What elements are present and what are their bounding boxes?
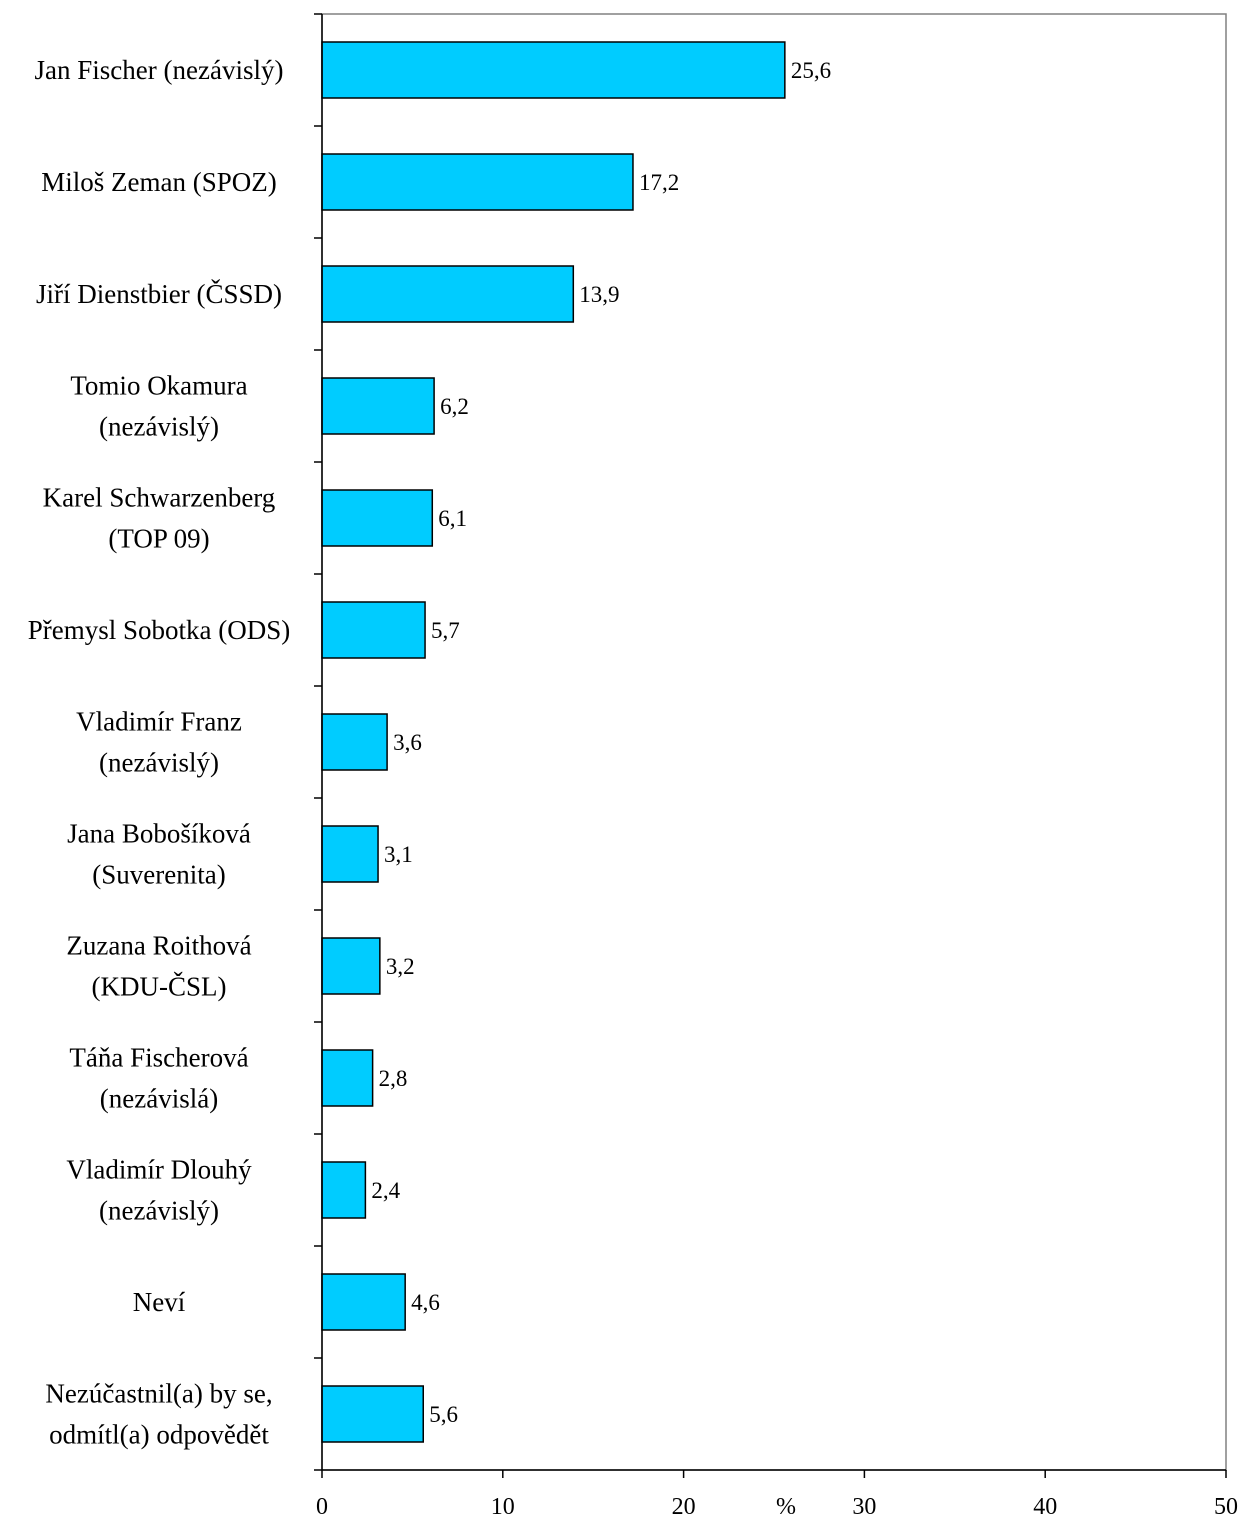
category-label: Neví xyxy=(133,1287,186,1317)
category-label-line: Přemysl Sobotka (ODS) xyxy=(28,615,291,645)
category-label-line: (TOP 09) xyxy=(108,524,209,554)
category-label: Jan Fischer (nezávislý) xyxy=(35,55,284,85)
category-label: Karel Schwarzenberg (TOP 09) xyxy=(43,483,276,554)
category-label-line: Tomio Okamura xyxy=(70,371,247,401)
x-tick-label: 20 xyxy=(672,1494,696,1519)
category-label-line: (nezávislý) xyxy=(99,1196,219,1226)
bar-value-label: 2,4 xyxy=(371,1178,400,1203)
bar-value-label: 5,6 xyxy=(429,1402,458,1427)
bar-value-label: 2,8 xyxy=(379,1066,408,1091)
bar-value-label: 25,6 xyxy=(791,58,831,83)
bar-value-label: 3,2 xyxy=(386,954,415,979)
category-label: Přemysl Sobotka (ODS) xyxy=(28,615,291,645)
category-label-line: Jan Fischer (nezávislý) xyxy=(35,55,284,85)
x-tick-label: 50 xyxy=(1214,1494,1238,1519)
category-label: Tomio Okamura (nezávislý) xyxy=(70,371,247,442)
category-label-line: (nezávislá) xyxy=(100,1084,218,1114)
category-label-line: (nezávislý) xyxy=(99,412,219,442)
axes-layer xyxy=(314,13,1227,1478)
bar-value-label: 3,6 xyxy=(393,730,422,755)
x-axis-unit-label: % xyxy=(776,1494,796,1519)
bar-value-label: 4,6 xyxy=(411,1290,440,1315)
category-label: Miloš Zeman (SPOZ) xyxy=(41,167,277,197)
bar xyxy=(321,1385,424,1443)
bar-value-label: 6,2 xyxy=(440,394,469,419)
category-label-line: odmítl(a) odpovědět xyxy=(49,1420,269,1450)
bar xyxy=(321,825,379,883)
category-label-line: (KDU-ČSL) xyxy=(92,972,227,1002)
category-label: Nezúčastnil(a) by se, odmítl(a) odpovědět xyxy=(45,1379,272,1450)
bar xyxy=(321,377,435,435)
category-label-line: Vladimír Dlouhý xyxy=(66,1155,252,1185)
x-tick-label: 40 xyxy=(1033,1494,1057,1519)
category-label: Zuzana Roithová (KDU-ČSL) xyxy=(66,931,251,1002)
bar-value-label: 5,7 xyxy=(431,618,460,643)
bar-value-label: 13,9 xyxy=(579,282,619,307)
x-tick-label: 10 xyxy=(491,1494,515,1519)
plot-area xyxy=(321,13,1227,1471)
bar-value-label: 17,2 xyxy=(639,170,679,195)
category-label-line: Táňa Fischerová xyxy=(69,1043,248,1073)
category-label-line: Nezúčastnil(a) by se, xyxy=(45,1379,272,1409)
bar-value-label: 3,1 xyxy=(384,842,413,867)
category-label-line: Zuzana Roithová xyxy=(66,931,251,961)
x-tick-label: 30 xyxy=(852,1494,876,1519)
bar xyxy=(321,713,388,771)
category-label: Vladimír Franz (nezávislý) xyxy=(76,707,242,778)
category-label-line: (Suverenita) xyxy=(92,860,225,890)
labels-layer: 0 10 20 30 40 50 25,6 Jan Fischer (nezávislý) 17… xyxy=(28,55,1238,1519)
bars-layer xyxy=(321,41,786,1443)
bar xyxy=(321,1273,406,1331)
bar xyxy=(321,937,381,995)
category-label: Jiří Dienstbier (ČSSD) xyxy=(36,279,282,309)
bar xyxy=(321,153,634,211)
category-label-line: Vladimír Franz xyxy=(76,707,242,737)
bar xyxy=(321,41,786,99)
category-label-line: Jiří Dienstbier (ČSSD) xyxy=(36,279,282,309)
bar-value-label: 6,1 xyxy=(438,506,467,531)
x-tick-label: 0 xyxy=(316,1494,328,1519)
bar xyxy=(321,1161,367,1219)
bar xyxy=(321,1049,374,1107)
category-label-line: (nezávislý) xyxy=(99,748,219,778)
category-label-line: Neví xyxy=(133,1287,186,1317)
bar xyxy=(321,601,426,659)
category-label-line: Miloš Zeman (SPOZ) xyxy=(41,167,277,197)
category-label: Jana Bobošíková (Suverenita) xyxy=(67,819,251,890)
category-label: Táňa Fischerová (nezávislá) xyxy=(69,1043,248,1114)
bar xyxy=(321,489,434,547)
bar xyxy=(321,265,575,323)
category-label-line: Karel Schwarzenberg xyxy=(43,483,276,513)
category-label: Vladimír Dlouhý (nezávislý) xyxy=(66,1155,252,1226)
category-label-line: Jana Bobošíková xyxy=(67,819,251,849)
